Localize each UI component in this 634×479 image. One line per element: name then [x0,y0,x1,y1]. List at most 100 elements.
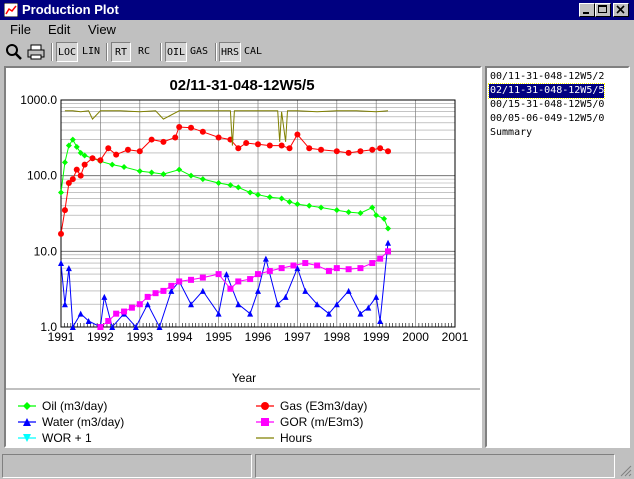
data-point [247,310,254,317]
production-chart[interactable]: 02/11-31-048-12W5/5 1991 1992 1993 1994 1995… [6,68,480,446]
x-tick-label: 1999 [363,330,390,344]
menu-view[interactable]: View [88,22,116,37]
data-point [369,146,376,153]
data-point [333,207,340,214]
well-item-summary[interactable]: Summary [490,127,533,138]
data-point [357,265,364,272]
lin-button[interactable]: LIN [81,46,101,57]
data-point [357,310,364,317]
data-point [160,287,167,294]
data-point [266,194,273,201]
data-point [113,310,120,317]
gas-button[interactable]: GAS [189,46,209,57]
close-icon [616,5,625,14]
well-item-selected[interactable]: 02/11-31-048-12W5/5 [487,83,606,99]
legend-label: Oil (m3/day) [42,399,107,413]
chart-pane[interactable]: 02/11-31-048-12W5/5 1991 1992 1993 1994 1995… [4,66,482,448]
close-button[interactable] [613,3,629,17]
legend-item: Water (m3/day) [18,415,124,429]
data-point [357,210,364,217]
data-point [188,124,195,131]
data-point [97,324,104,330]
minimize-button[interactable] [579,3,595,17]
well-item[interactable]: 00/15-31-048-12W5/0 [490,99,605,110]
well-item[interactable]: 00/11-31-048-12W5/2 [490,71,605,82]
title-bar[interactable]: Production Plot [0,0,634,20]
loc-button[interactable]: LOC [56,42,78,62]
x-tick-label: 1991 [48,330,75,344]
data-point [243,140,250,147]
series-hours [64,110,389,146]
oil-button[interactable]: OIL [165,42,187,62]
plot-frame [60,99,456,328]
data-point [377,145,384,152]
x-tick-label: 1992 [87,330,114,344]
data-point [357,148,364,155]
hrs-button[interactable]: HRS [219,42,241,62]
data-point [255,141,261,148]
data-point [215,310,222,317]
legend-item: GOR (m/E3m3) [256,415,363,429]
data-point [176,123,183,130]
zoom-button[interactable] [4,42,24,62]
tick-labels: 1991 1992 1993 1994 1995 1996 1997 1998 1999 2000… [20,93,468,344]
data-point [318,204,325,211]
data-point [227,182,234,189]
data-point [65,179,72,186]
cal-button[interactable]: CAL [243,46,263,57]
data-point [101,293,108,300]
data-point [325,267,332,274]
data-point [188,301,195,308]
data-point [168,282,175,289]
data-point [377,255,384,262]
data-point [148,136,155,143]
status-panel [255,454,615,478]
data-point [77,310,84,317]
data-point [215,271,222,278]
x-tick-label: 1994 [166,330,193,344]
data-point [286,145,293,152]
series-line [60,126,389,234]
print-button[interactable] [26,42,46,62]
data-point [385,225,392,232]
well-item[interactable]: 00/05-06-049-12W5/0 [490,113,605,124]
data-point [176,166,183,173]
data-point [377,318,384,325]
legend-item: Oil (m3/day) [18,399,107,413]
data-point [199,176,206,183]
menu-file[interactable]: File [10,22,31,37]
data-point [188,276,195,283]
data-point [266,142,273,149]
data-point [255,191,261,198]
data-point [69,176,76,183]
minimize-icon [583,12,589,14]
rt-button[interactable]: RT [111,42,131,62]
data-point [97,157,104,164]
data-point [381,215,388,222]
data-point [199,287,206,294]
data-point [160,138,167,145]
menu-edit[interactable]: Edit [48,22,71,37]
series-line [64,110,389,146]
rc-button[interactable]: RC [137,46,151,57]
legend-label: WOR + 1 [42,431,92,445]
data-point [302,287,309,294]
well-list[interactable]: 00/11-31-048-12W5/2 02/11-31-048-12W5/5 … [485,66,630,448]
data-point [176,278,183,285]
resize-grip-icon[interactable] [620,465,632,477]
data-point [144,301,151,308]
data-point [105,318,112,325]
maximize-button[interactable] [595,3,611,17]
x-tick-label: 1998 [323,330,350,344]
data-point [61,301,68,308]
series-line [100,250,389,328]
data-point [385,248,392,255]
data-point [261,402,269,410]
data-point [278,195,285,202]
legend-label: Water (m3/day) [42,415,124,429]
data-point [152,290,159,297]
data-point [69,136,76,143]
data-point [77,172,84,179]
data-point [124,146,131,153]
data-point [235,278,242,285]
